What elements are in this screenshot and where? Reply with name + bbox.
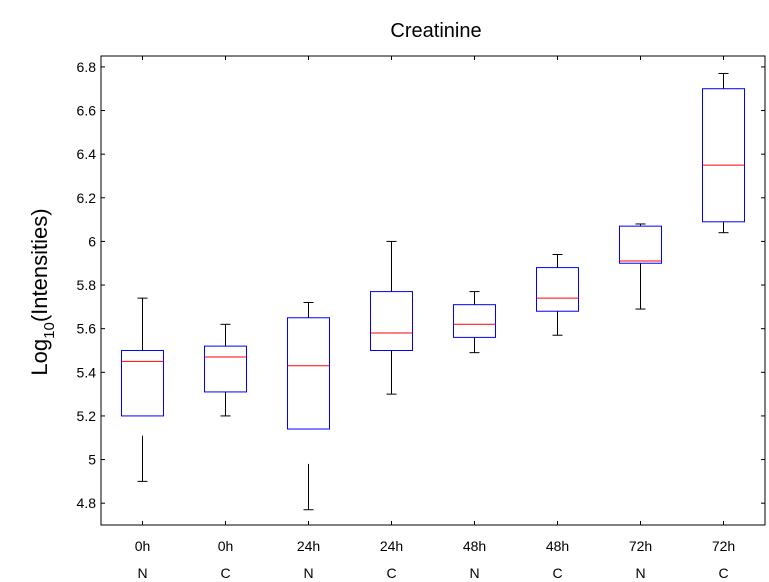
x-tick-label-time: 48h xyxy=(546,538,569,554)
y-tick-label: 6.2 xyxy=(77,190,97,206)
box xyxy=(370,291,413,351)
x-tick-label-group: N xyxy=(635,565,645,581)
box xyxy=(204,345,247,393)
y-tick-label: 4.8 xyxy=(77,495,97,511)
y-tick-label: 5.6 xyxy=(77,321,97,337)
box xyxy=(287,317,330,430)
box xyxy=(619,225,662,264)
x-tick-label-time: 72h xyxy=(629,538,652,554)
y-axis-label-rest: (Intensities) xyxy=(27,208,52,322)
x-tick-label-time: 48h xyxy=(463,538,486,554)
y-axis-label-subscript: 10 xyxy=(41,322,58,339)
box xyxy=(453,304,496,338)
x-tick-label-time: 72h xyxy=(712,538,735,554)
x-tick-label-group: N xyxy=(469,565,479,581)
y-tick-label: 6 xyxy=(88,233,96,249)
y-tick-label: 5 xyxy=(88,452,96,468)
x-tick-label-group: C xyxy=(552,565,562,581)
box xyxy=(702,88,745,223)
y-tick-label: 6.6 xyxy=(77,103,97,119)
x-tick-label-group: C xyxy=(718,565,728,581)
x-tick-label-time: 24h xyxy=(297,538,320,554)
chart-title: Creatinine xyxy=(390,20,481,42)
x-tick-label-time: 24h xyxy=(380,538,403,554)
y-tick-label: 6.8 xyxy=(77,59,97,75)
box xyxy=(536,267,579,312)
x-tick-label-time: 0h xyxy=(218,538,234,554)
x-tick-label-group: N xyxy=(303,565,313,581)
y-tick-label: 5.8 xyxy=(77,277,97,293)
box xyxy=(121,349,164,417)
y-tick-label: 5.2 xyxy=(77,408,97,424)
x-tick-label-group: C xyxy=(220,565,230,581)
x-tick-label-group: N xyxy=(137,565,147,581)
y-tick-label: 5.4 xyxy=(77,364,97,380)
y-axis-label-base: Log xyxy=(27,339,52,376)
y-tick-label: 6.4 xyxy=(77,146,97,162)
x-tick-label-time: 0h xyxy=(135,538,151,554)
x-tick-label-group: C xyxy=(386,565,396,581)
y-axis-label: Log10(Intensities) xyxy=(27,208,58,375)
plot-area: 4.8 5 5.2 5.4 5.6 5.8 6 6.2 6.4 6.6 6.8 0h N 0h C 24h N 2… xyxy=(77,55,766,581)
plot-frame xyxy=(100,55,766,526)
